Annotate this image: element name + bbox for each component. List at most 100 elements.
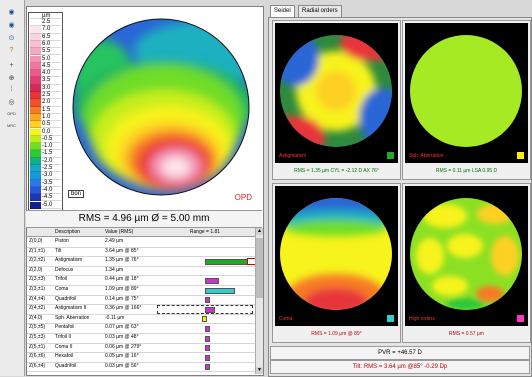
rms-summary: RMS = 4.96 µm Ø = 5.00 mm bbox=[26, 210, 262, 228]
table-row[interactable]: Z(6,±6) Hexafoil 0.05 µm @ 16° bbox=[27, 352, 255, 363]
scale-tick: 2.5 bbox=[30, 19, 61, 27]
table-row[interactable]: Z(2,±2) Astigmatism 1.35 µm @ 76° bbox=[27, 256, 255, 267]
scale-tick: 7.0 bbox=[30, 26, 61, 34]
scale-unit: µm bbox=[30, 13, 61, 19]
scale-tick: 0.5 bbox=[30, 121, 61, 129]
row-zernike-index: Z(3,±1) bbox=[29, 286, 46, 292]
table-row[interactable]: Z(1,±1) Tilt 3.64 µm @ 85° bbox=[27, 247, 255, 258]
color-swatch bbox=[387, 152, 394, 159]
table-row[interactable]: Z(4,±2) Astigmatism II 0.36 µm @ 166° bbox=[27, 304, 255, 315]
color-swatch bbox=[517, 315, 524, 322]
scale-tick: -3.5 bbox=[30, 179, 61, 187]
row-range-bar bbox=[205, 364, 210, 371]
row-value: -0.11 µm bbox=[105, 314, 125, 321]
table-row[interactable]: Z(5,±1) Coma II 0.06 µm @ 279° bbox=[27, 343, 255, 354]
map-cell-coma[interactable]: Coma RMS = 1.09 µm @ 89° bbox=[272, 183, 401, 343]
row-value: 0.44 µm @ 18° bbox=[105, 276, 139, 283]
row-range-bar bbox=[205, 345, 210, 352]
scroll-up-icon[interactable]: ▲ bbox=[256, 228, 263, 235]
row-zernike-index: Z(2,0) bbox=[29, 266, 43, 273]
color-swatch bbox=[517, 152, 524, 159]
scale-tick: 3.5 bbox=[30, 77, 61, 85]
table-row[interactable]: Z(4,0) Sph. Aberration -0.11 µm bbox=[27, 314, 255, 325]
cross-icon[interactable]: + bbox=[9, 62, 14, 69]
scale-tick: 0.0 bbox=[30, 128, 61, 136]
scale-tick: 1.5 bbox=[30, 106, 61, 114]
row-value: 0.06 µm @ 279° bbox=[105, 343, 142, 350]
scale-tick: 5.5 bbox=[30, 48, 61, 56]
row-range-bar bbox=[205, 297, 210, 304]
row-selection-outline bbox=[157, 305, 253, 314]
row-value: 1.35 µm @ 76° bbox=[105, 257, 139, 264]
scale-tick: -4.0 bbox=[30, 186, 61, 195]
row-value: 0.14 µm @ 75° bbox=[105, 295, 139, 302]
rings-icon[interactable]: ◎ bbox=[8, 98, 15, 106]
row-range-bar bbox=[205, 306, 215, 313]
row-value: 0.05 µm @ 16° bbox=[105, 353, 139, 360]
row-value: 0.03 µm @ 56° bbox=[105, 362, 139, 369]
table-row[interactable]: Z(5,±3) Trifoil II 0.03 µm @ 48° bbox=[27, 333, 255, 344]
row-value: 2.49 µm bbox=[105, 238, 124, 244]
row-value: 1.09 µm @ 89° bbox=[105, 286, 139, 292]
eye-left-icon[interactable]: ◉ bbox=[8, 21, 15, 29]
row-description: Defocus bbox=[55, 266, 74, 273]
scale-tick: -2.5 bbox=[30, 165, 61, 173]
map-caption-coma: RMS = 1.09 µm @ 89° bbox=[311, 331, 362, 337]
row-zernike-index: Z(5,±1) bbox=[29, 343, 46, 350]
table-row[interactable]: Z(4,±4) Quadrifoil 0.14 µm @ 75° bbox=[27, 295, 255, 306]
opd-map[interactable]: OPD bon bbox=[64, 10, 258, 208]
table-row[interactable]: Z(2,0) Defocus 1.34 µm bbox=[27, 266, 255, 277]
table-row[interactable]: Z(3,±3) Trifoil 0.44 µm @ 18° bbox=[27, 275, 255, 286]
opd-button[interactable]: OPD bbox=[7, 111, 16, 116]
scale-tick: 4.5 bbox=[30, 62, 61, 71]
badge: bon bbox=[68, 190, 85, 198]
table-row[interactable]: Z(3,±1) Coma 1.09 µm @ 89° bbox=[27, 285, 255, 296]
row-value: 0.03 µm @ 48° bbox=[105, 334, 139, 340]
row-zernike-index: Z(0,0) bbox=[29, 238, 43, 244]
column-header[interactable]: Description bbox=[55, 229, 81, 235]
scroll-thumb[interactable] bbox=[256, 238, 263, 298]
map-cell-sph-aberration[interactable]: Sph. Aberration RMS = 0.11 µm LSA 0.95 D bbox=[402, 20, 531, 180]
map-cell-high-orders[interactable]: High orders RMS = 0.57 µm bbox=[402, 183, 531, 343]
table-row[interactable]: Z(0,0) Piston 2.49 µm bbox=[27, 237, 255, 248]
coma-map-svg bbox=[280, 198, 392, 310]
row-range-bar bbox=[205, 277, 219, 284]
tab-seidel[interactable]: Seidel bbox=[270, 5, 295, 18]
scale-tick: 6.5 bbox=[30, 33, 61, 41]
map-caption-high-orders: RMS = 0.57 µm bbox=[449, 331, 484, 337]
row-value: 0.36 µm @ 166° bbox=[105, 305, 142, 312]
column-header[interactable]: Value (RMS) bbox=[105, 229, 134, 235]
tab-radial-orders[interactable]: Radial orders bbox=[298, 5, 342, 17]
scale-tick: -3.0 bbox=[30, 172, 61, 180]
row-range-bar bbox=[205, 287, 235, 294]
row-description: Sph. Aberration bbox=[55, 314, 90, 321]
zoom-icon[interactable]: ⊙ bbox=[8, 34, 15, 42]
eye-right-icon[interactable]: ◉ bbox=[8, 8, 15, 16]
scale-tick: 3.0 bbox=[30, 84, 61, 92]
row-value: 3.64 µm @ 85° bbox=[105, 247, 139, 254]
scroll-down-icon[interactable]: ▼ bbox=[256, 367, 263, 374]
color-scale-legend: µm 2.5 7.0 6.5 6.0 5.5 5.0 4.5 4.0 3.5 3.0 2.5 2.0 1.… bbox=[28, 12, 63, 212]
grid-icon[interactable]: ⁞ bbox=[10, 86, 13, 93]
table-row[interactable]: Z(5,±5) Pentafoil 0.07 µm @ 63° bbox=[27, 323, 255, 334]
row-zernike-index: Z(6,±6) bbox=[29, 353, 46, 360]
table-scrollbar[interactable]: ▲ ▼ bbox=[255, 228, 263, 374]
color-swatch bbox=[387, 315, 394, 322]
table-row[interactable]: Z(6,±4) Quadrifoil 0.03 µm @ 56° bbox=[27, 362, 255, 373]
row-zernike-index: Z(4,±4) bbox=[29, 295, 46, 302]
target-icon[interactable]: ⊕ bbox=[8, 74, 15, 82]
row-description: Coma II bbox=[55, 343, 73, 350]
help-icon[interactable]: ? bbox=[9, 47, 14, 54]
scale-tick: -0.5 bbox=[30, 135, 61, 144]
row-description: Quadrifoil bbox=[55, 362, 77, 369]
row-description: Piston bbox=[55, 238, 69, 244]
mrc-button[interactable]: MRC bbox=[6, 123, 17, 128]
map-cell-astigmatism[interactable]: Astigmatism RMS = 1.35 µm CYL = -2.12 D … bbox=[272, 20, 401, 180]
map-label-high-orders: High orders bbox=[409, 316, 435, 322]
scale-tick: 6.0 bbox=[30, 40, 61, 49]
map-label-astigmatism: Astigmatism bbox=[279, 153, 307, 159]
scale-tick: -1.0 bbox=[30, 143, 61, 151]
scale-tick: 4.0 bbox=[30, 70, 61, 78]
scale-tick: -2.0 bbox=[30, 157, 61, 165]
column-header[interactable]: Range = 1.81 bbox=[189, 229, 221, 235]
